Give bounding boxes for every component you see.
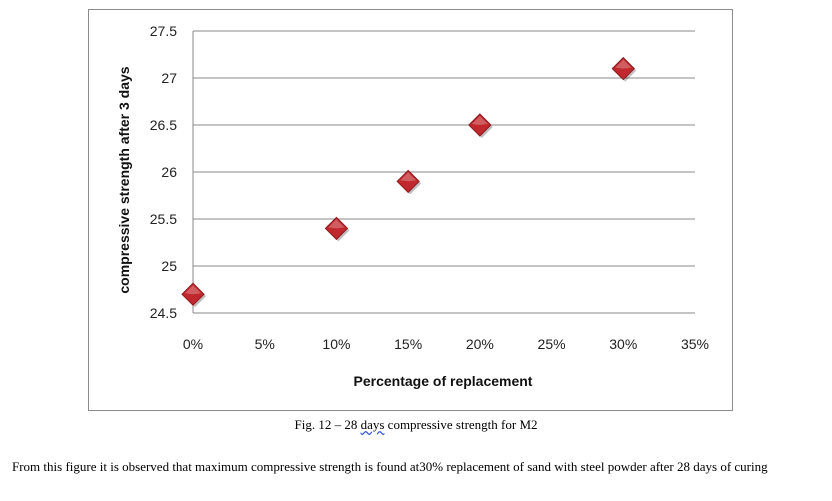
data-point-marker bbox=[611, 56, 635, 81]
data-point-highlight bbox=[185, 285, 201, 295]
data-point-highlight bbox=[328, 219, 345, 229]
y-tick-label: 24.5 bbox=[150, 305, 177, 321]
gridlines bbox=[193, 30, 695, 267]
data-point-highlight bbox=[615, 59, 632, 69]
y-tick-label: 25 bbox=[161, 258, 177, 274]
data-point-highlight bbox=[471, 116, 488, 125]
y-tick-label: 25.5 bbox=[150, 211, 177, 227]
x-tick-label: 5% bbox=[255, 336, 275, 352]
axes bbox=[192, 31, 695, 314]
data-points bbox=[181, 56, 637, 308]
y-tick-labels: 24.5 25 25.5 26 26.5 27 27.5 bbox=[150, 23, 177, 321]
x-tick-label: 35% bbox=[681, 336, 709, 352]
data-point-marker bbox=[396, 169, 420, 194]
y-tick-label: 26 bbox=[161, 164, 177, 180]
x-tick-label: 25% bbox=[538, 336, 566, 352]
data-point-4 bbox=[611, 56, 637, 82]
caption-flagged-word: days bbox=[360, 417, 385, 432]
x-tick-label: 10% bbox=[322, 336, 350, 352]
data-point-marker bbox=[324, 216, 349, 241]
y-tick-label: 27.5 bbox=[150, 23, 177, 39]
data-point-highlight bbox=[400, 172, 417, 182]
data-point-marker bbox=[181, 282, 205, 306]
data-point-0 bbox=[181, 282, 206, 308]
x-tick-label: 15% bbox=[394, 336, 422, 352]
caption-prefix: Fig. 12 – 28 bbox=[294, 417, 361, 432]
chart-frame: 24.5 25 25.5 26 26.5 27 27.5 0% 5% 10% 15% 20% 25% 3… bbox=[88, 9, 733, 411]
data-point-2 bbox=[396, 169, 422, 195]
data-point-marker bbox=[468, 113, 492, 137]
x-tick-label: 30% bbox=[609, 336, 637, 352]
caption-suffix: compressive strength for M2 bbox=[384, 417, 538, 432]
y-tick-label: 26.5 bbox=[150, 117, 177, 133]
y-tick-label: 27 bbox=[161, 70, 177, 86]
data-point-3 bbox=[468, 113, 493, 138]
data-point-1 bbox=[324, 216, 350, 242]
scatter-chart: 24.5 25 25.5 26 26.5 27 27.5 0% 5% 10% 15% 20% 25% 3… bbox=[116, 23, 709, 389]
x-tick-labels: 0% 5% 10% 15% 20% 25% 30% 35% bbox=[183, 336, 709, 352]
y-axis-title: compressive strength after 3 days bbox=[116, 66, 132, 293]
x-tick-label: 0% bbox=[183, 336, 203, 352]
x-tick-label: 20% bbox=[466, 336, 494, 352]
body-paragraph: From this figure it is observed that max… bbox=[12, 459, 768, 474]
x-axis-title: Percentage of replacement bbox=[354, 373, 533, 389]
figure-caption: Fig. 12 – 28 days compressive strength f… bbox=[0, 417, 832, 433]
